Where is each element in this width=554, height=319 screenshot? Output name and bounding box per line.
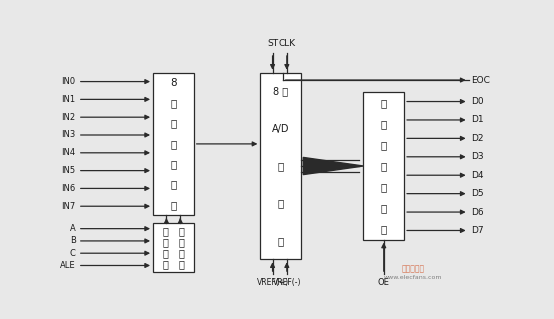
Bar <box>153 223 194 272</box>
Text: IN0: IN0 <box>61 77 76 86</box>
Text: B: B <box>70 236 76 245</box>
Text: ST: ST <box>267 39 278 48</box>
Text: 与: 与 <box>163 248 168 258</box>
Text: 锁: 锁 <box>163 237 168 247</box>
Text: IN6: IN6 <box>61 184 76 193</box>
Text: IN7: IN7 <box>61 202 76 211</box>
Text: IN5: IN5 <box>61 166 76 175</box>
Text: 8: 8 <box>170 78 177 88</box>
Text: D2: D2 <box>471 134 483 143</box>
Text: 电子发烧友: 电子发烧友 <box>401 265 424 274</box>
Text: 码: 码 <box>163 259 168 269</box>
Text: 锁: 锁 <box>381 182 387 192</box>
Text: 出: 出 <box>381 161 387 171</box>
Text: 路: 路 <box>170 98 177 108</box>
Text: 8 路: 8 路 <box>273 86 288 96</box>
Text: 译: 译 <box>178 248 184 258</box>
Text: 存: 存 <box>381 203 387 213</box>
Text: 器: 器 <box>381 224 387 234</box>
Text: 拟: 拟 <box>170 139 177 149</box>
Text: 器: 器 <box>178 259 184 269</box>
Text: 关: 关 <box>170 200 177 210</box>
Text: VREF(+): VREF(+) <box>257 278 289 287</box>
Text: VREF(-): VREF(-) <box>273 278 301 287</box>
Text: www.elecfans.com: www.elecfans.com <box>383 275 442 280</box>
Text: D7: D7 <box>471 226 483 235</box>
Bar <box>260 73 301 259</box>
Text: D0: D0 <box>471 97 483 106</box>
Text: ALE: ALE <box>60 261 76 270</box>
Text: IN2: IN2 <box>61 113 76 122</box>
Text: 换: 换 <box>278 198 284 208</box>
Text: A: A <box>70 224 76 233</box>
Text: 址: 址 <box>178 226 184 236</box>
Text: IN4: IN4 <box>61 148 76 157</box>
Text: IN3: IN3 <box>61 130 76 139</box>
Text: 开: 开 <box>170 180 177 189</box>
Bar <box>153 73 194 215</box>
Text: 转: 转 <box>278 161 284 171</box>
Text: 地: 地 <box>163 226 168 236</box>
Text: A/D: A/D <box>272 124 289 134</box>
Text: 器: 器 <box>278 236 284 246</box>
Text: D4: D4 <box>471 171 483 180</box>
Bar <box>363 92 404 240</box>
Text: D6: D6 <box>471 208 483 217</box>
Polygon shape <box>303 157 363 174</box>
Text: 态: 态 <box>381 119 387 129</box>
Text: D1: D1 <box>471 115 483 124</box>
Text: IN1: IN1 <box>61 95 76 104</box>
Text: 三: 三 <box>381 98 387 108</box>
Text: OE: OE <box>378 278 389 287</box>
Text: C: C <box>70 249 76 258</box>
Text: 存: 存 <box>178 237 184 247</box>
Text: 量: 量 <box>170 159 177 169</box>
Text: D3: D3 <box>471 152 483 161</box>
Text: D5: D5 <box>471 189 483 198</box>
Text: 输: 输 <box>381 140 387 150</box>
Text: EOC: EOC <box>471 76 490 85</box>
Text: CLK: CLK <box>278 39 295 48</box>
Text: 模: 模 <box>170 119 177 129</box>
